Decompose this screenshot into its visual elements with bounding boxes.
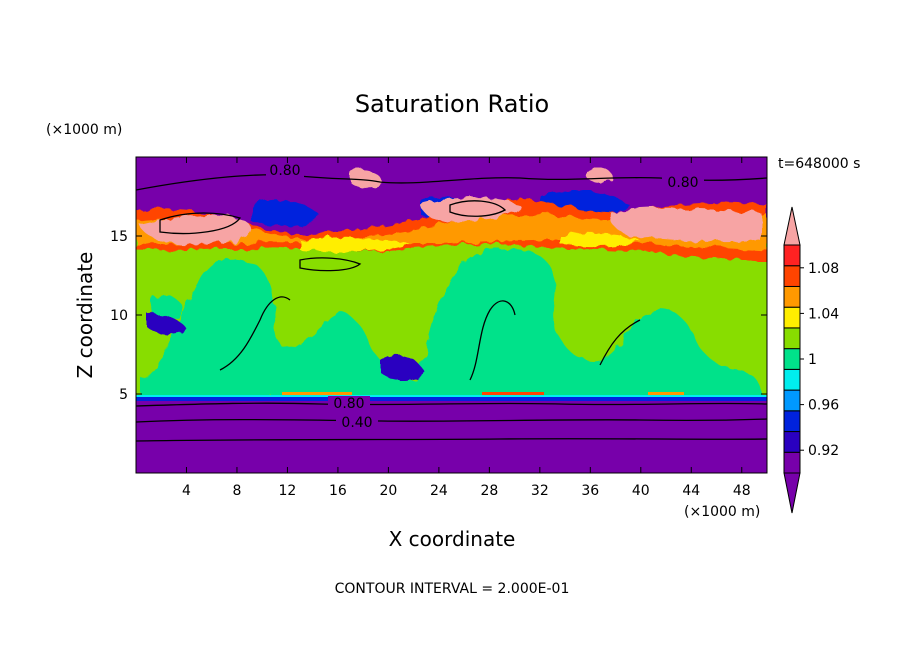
contour-upper-1 xyxy=(159,212,242,235)
contour-mid-3 xyxy=(599,319,641,366)
y-unit-label: (×1000 m) xyxy=(46,122,122,138)
x-unit-label: (×1000 m) xyxy=(684,504,760,520)
x-tick-label: 24 xyxy=(430,483,448,499)
colorbar-segment xyxy=(783,306,801,329)
upper-band-yellow-2 xyxy=(560,233,640,247)
x-tick-label: 16 xyxy=(329,483,347,499)
contour-mid-2 xyxy=(469,300,516,381)
blue-patch-1 xyxy=(250,199,320,227)
x-tick-label: 36 xyxy=(581,483,599,499)
x-tick-label: 4 xyxy=(182,483,191,499)
contour-low-1 xyxy=(136,402,767,407)
colorbar-segment xyxy=(783,244,801,267)
colorbar-segment xyxy=(783,431,801,453)
chart-title: Saturation Ratio xyxy=(355,90,549,118)
x-tick-label: 44 xyxy=(682,483,700,499)
saturation-field: 0.80 0.80 0.80 0.40 xyxy=(136,157,767,473)
plume-1 xyxy=(140,247,764,398)
colorbar-segment xyxy=(783,327,801,350)
x-tick-label: 32 xyxy=(531,483,549,499)
boundary-strips xyxy=(136,392,767,401)
colorbar-tick-label: 0.92 xyxy=(808,443,839,459)
contour-label: 0.40 xyxy=(341,415,372,431)
colorbar-segment xyxy=(783,348,801,370)
contour-interval-note: CONTOUR INTERVAL = 2.000E-01 xyxy=(335,581,570,597)
contour-label: 0.80 xyxy=(269,163,300,179)
contour-low-2 xyxy=(136,418,767,423)
contour-low-3 xyxy=(136,438,767,442)
upper-band-pink xyxy=(140,214,252,245)
upper-band-yellow xyxy=(300,237,410,252)
colorbar-over-triangle xyxy=(783,206,801,246)
colorbar: 0.92 0.96 1 1.04 1.08 xyxy=(783,206,839,514)
blue-patch-5 xyxy=(146,314,188,335)
colorbar-tick-label: 1.08 xyxy=(808,261,839,277)
colorbar-segment xyxy=(783,389,801,412)
y-tick-label: 10 xyxy=(110,308,128,324)
y-axis: 5 10 15 xyxy=(110,229,767,403)
upper-band-pink-3 xyxy=(609,207,760,242)
colorbar-segment xyxy=(783,451,801,474)
x-axis: 4 8 12 16 20 24 28 32 36 40 44 48 xyxy=(182,157,751,499)
y-tick-label: 5 xyxy=(119,387,128,403)
time-label: t=648000 s xyxy=(778,156,860,172)
x-axis-title: X coordinate xyxy=(389,527,516,551)
upper-band-pink-4 xyxy=(350,169,385,190)
contour-upper-3 xyxy=(299,257,362,272)
colorbar-segment xyxy=(783,285,801,308)
contour-label-bg xyxy=(328,396,370,412)
contour-label-bg xyxy=(266,160,304,178)
y-axis-title: Z coordinate xyxy=(73,252,97,379)
x-tick-label: 40 xyxy=(632,483,650,499)
contour-upper-2 xyxy=(449,200,507,217)
boundary-strip-cyan xyxy=(136,395,767,397)
contour-label: 0.80 xyxy=(333,396,364,412)
colorbar-segment xyxy=(783,368,801,391)
colorbar-segment xyxy=(783,410,801,433)
contour-label-bg xyxy=(662,173,704,190)
contour-label-bg xyxy=(336,413,378,430)
blue-patch-4 xyxy=(380,354,425,381)
boundary-strip-orange xyxy=(282,392,352,396)
contour-label: 0.80 xyxy=(667,175,698,191)
boundary-strip-red xyxy=(482,392,544,396)
contour-mid-1 xyxy=(219,296,291,371)
x-tick-label: 20 xyxy=(379,483,397,499)
colorbar-tick-label: 1.04 xyxy=(808,306,839,322)
x-tick-label: 12 xyxy=(279,483,297,499)
colorbar-segment xyxy=(783,265,801,287)
x-tick-label: 48 xyxy=(733,483,751,499)
contour-label-group: 0.80 0.80 0.80 0.40 xyxy=(266,160,704,431)
colorbar-tick-label: 0.96 xyxy=(808,398,839,414)
colorbar-under-triangle xyxy=(783,472,801,514)
x-tick-label: 28 xyxy=(480,483,498,499)
x-tick-label: 8 xyxy=(232,483,241,499)
boundary-strip-blue xyxy=(136,396,767,401)
colorbar-tick-label: 1 xyxy=(808,352,817,368)
boundary-strip-orange-2 xyxy=(648,392,684,396)
y-tick-label: 15 xyxy=(110,229,128,245)
